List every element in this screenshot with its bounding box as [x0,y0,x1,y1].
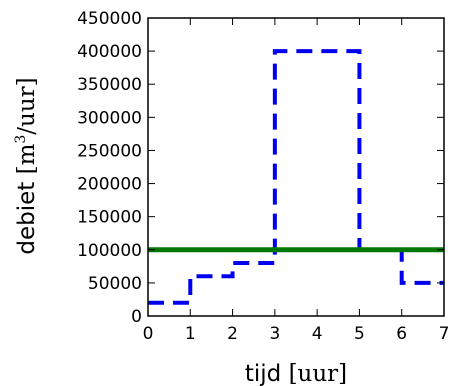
x-axis-label-word: tijd [245,361,281,386]
x-axis-label-unit: [uur] [289,361,348,386]
x-axis-label: tijd [uur] [245,361,347,386]
x-tick-label: 4 [312,324,323,344]
tick-layer: 0 1 2 3 4 5 6 7 0 50000 100000 150000 200000 250000 30… [77,9,449,344]
y-tick-label: 400000 [77,42,142,62]
y-axis-label-word: debiet [14,182,40,255]
y-tick-label: 50000 [88,274,142,294]
y-tick-label: 300000 [77,108,142,128]
plot-layer [147,17,445,317]
series-line-dashed [148,49,444,305]
y-tick-label: 250000 [77,141,142,161]
x-tick-label: 2 [227,324,238,344]
x-tick-label: 1 [185,324,196,344]
y-axis-label-unit-close: /uur] [14,77,40,134]
y-tick-label: 0 [131,307,142,327]
x-tick-label: 3 [269,324,280,344]
y-tick-label: 200000 [77,175,142,195]
y-axis-label-unit-sup: 3 [13,135,29,144]
y-tick-label: 450000 [77,9,142,29]
y-tick-label: 350000 [77,75,142,95]
y-tick-label: 100000 [77,241,142,261]
x-tick-label: 0 [143,324,154,344]
y-axis-label: debiet [m3/uur] [13,77,40,254]
y-tick-label: 150000 [77,208,142,228]
series-group [148,49,444,305]
x-tick-label: 7 [439,324,450,344]
y-axis-label-unit-open: [m [14,143,40,174]
x-tick-label: 6 [396,324,407,344]
x-tick-label: 5 [354,324,365,344]
plot-frame [147,17,445,317]
